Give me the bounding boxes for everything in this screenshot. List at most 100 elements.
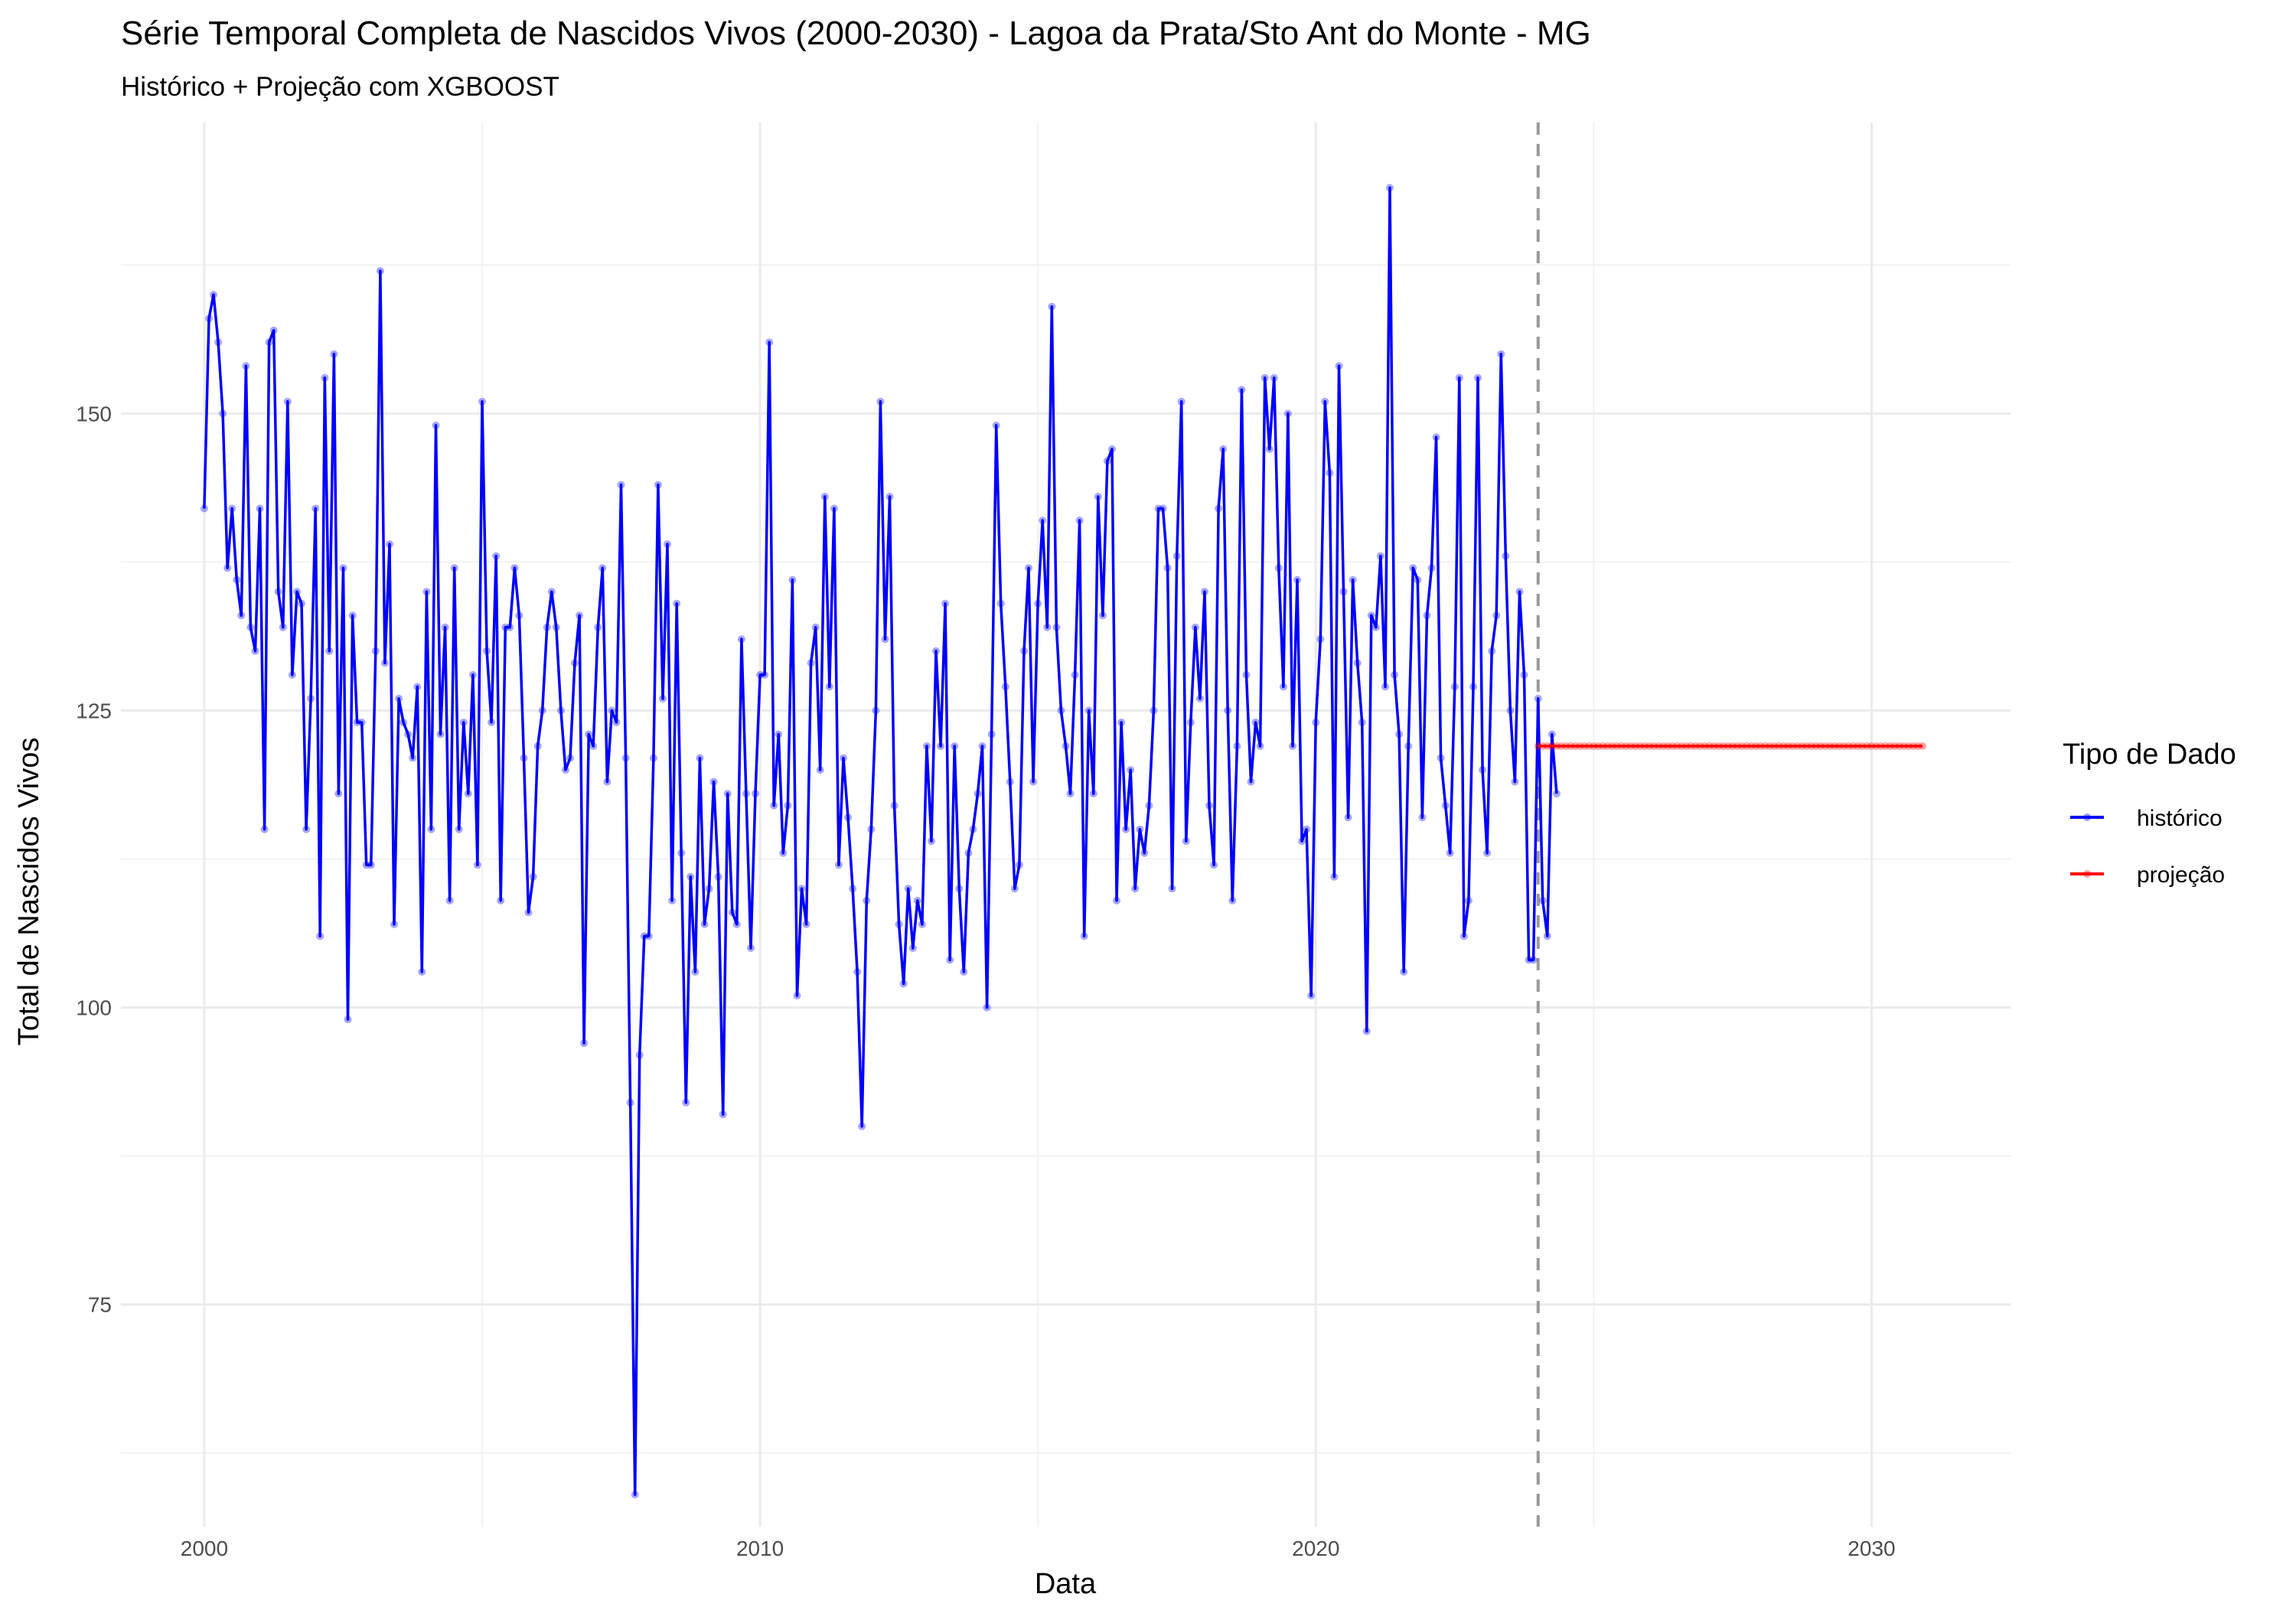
data-point-historico <box>960 968 968 976</box>
data-point-historico <box>246 623 255 631</box>
data-point-historico <box>849 885 857 893</box>
data-point-historico <box>515 611 523 620</box>
data-point-historico <box>200 504 208 513</box>
data-point-historico <box>274 588 282 596</box>
data-point-historico <box>677 849 686 857</box>
data-point-historico <box>899 980 908 988</box>
data-point-historico <box>483 647 491 655</box>
data-point-projecao <box>1608 742 1616 750</box>
data-point-historico <box>1395 730 1404 738</box>
data-point-projecao <box>1858 742 1867 750</box>
data-point-projecao <box>1877 742 1885 750</box>
data-point-historico <box>409 754 417 762</box>
data-point-historico <box>1353 659 1362 667</box>
data-point-historico <box>302 825 311 833</box>
data-point-historico <box>807 659 815 667</box>
data-point-historico <box>1219 445 1228 453</box>
data-point-historico <box>269 326 278 334</box>
legend-label-projecao: projeção <box>2137 862 2225 888</box>
data-point-projecao <box>1840 742 1848 750</box>
data-point-projecao <box>1714 742 1723 750</box>
data-point-historico <box>380 659 389 667</box>
data-point-historico <box>501 623 510 631</box>
data-point-historico <box>325 647 334 655</box>
data-point-historico <box>279 623 287 631</box>
data-point-historico <box>1525 956 1533 964</box>
data-point-historico <box>969 825 977 833</box>
data-point-historico <box>288 670 296 679</box>
data-point-projecao <box>1807 742 1815 750</box>
data-point-projecao <box>1543 742 1551 750</box>
data-point-historico <box>390 920 398 928</box>
data-point-historico <box>1483 849 1492 857</box>
data-point-projecao <box>1872 742 1880 750</box>
data-point-historico <box>432 421 440 429</box>
data-point-historico <box>964 849 973 857</box>
data-point-historico <box>747 944 755 952</box>
data-point-projecao <box>1812 742 1820 750</box>
data-point-historico <box>459 719 468 726</box>
data-point-historico <box>867 825 876 833</box>
data-point-historico <box>858 1122 866 1130</box>
data-point-historico <box>687 872 695 881</box>
data-point-historico <box>1131 885 1140 893</box>
data-point-historico <box>1010 885 1019 893</box>
data-point-historico <box>928 837 935 846</box>
data-point-historico <box>876 397 885 406</box>
data-point-projecao <box>1779 742 1788 750</box>
data-point-historico <box>1538 896 1547 905</box>
data-point-historico <box>811 623 820 631</box>
data-point-historico <box>468 670 477 679</box>
data-point-historico <box>293 588 301 596</box>
y-tick-label: 150 <box>76 402 112 425</box>
data-point-historico <box>1265 445 1274 453</box>
data-point-historico <box>691 968 700 976</box>
data-point-historico <box>422 588 431 596</box>
data-point-historico <box>668 896 677 905</box>
data-point-historico <box>626 1098 634 1107</box>
data-point-historico <box>1052 623 1061 631</box>
data-point-historico <box>1001 683 1009 691</box>
data-point-historico <box>1062 742 1070 750</box>
data-point-historico <box>617 481 625 489</box>
data-point-historico <box>1233 742 1241 750</box>
data-point-historico <box>1520 670 1528 679</box>
legend-label-historico: histórico <box>2137 806 2223 831</box>
data-point-historico <box>612 719 621 726</box>
data-point-historico <box>918 920 926 928</box>
data-point-historico <box>395 694 403 702</box>
data-point-projecao <box>1743 742 1751 750</box>
data-point-projecao <box>1673 742 1681 750</box>
data-point-historico <box>1321 397 1329 406</box>
data-point-historico <box>1066 790 1075 798</box>
data-point-historico <box>251 647 259 655</box>
data-point-historico <box>1089 790 1097 798</box>
data-point-projecao <box>1640 742 1649 750</box>
data-point-historico <box>497 896 505 905</box>
data-point-historico <box>1376 552 1384 560</box>
data-point-historico <box>1303 825 1311 833</box>
data-point-historico <box>348 611 357 620</box>
data-point-historico <box>1224 706 1232 715</box>
data-point-historico <box>598 564 607 572</box>
data-point-historico <box>473 861 481 869</box>
x-tick-label: 2020 <box>1292 1537 1339 1560</box>
data-point-historico <box>659 694 667 702</box>
data-point-historico <box>488 719 496 726</box>
data-point-projecao <box>1724 742 1732 750</box>
data-point-projecao <box>1728 742 1737 750</box>
data-point-projecao <box>1895 742 1903 750</box>
data-point-historico <box>376 267 384 275</box>
data-point-historico <box>1205 801 1213 810</box>
data-point-historico <box>1404 742 1413 750</box>
data-point-historico <box>978 742 987 750</box>
data-point-historico <box>1548 730 1556 738</box>
data-point-historico <box>992 421 1000 429</box>
data-point-historico <box>1186 719 1195 726</box>
data-point-historico <box>788 575 797 584</box>
data-point-historico <box>1455 373 1463 382</box>
data-point-historico <box>922 742 931 750</box>
chart-subtitle: Histórico + Projeção com XGBOOST <box>121 72 559 102</box>
data-point-historico <box>298 599 305 608</box>
data-point-historico <box>802 920 810 928</box>
